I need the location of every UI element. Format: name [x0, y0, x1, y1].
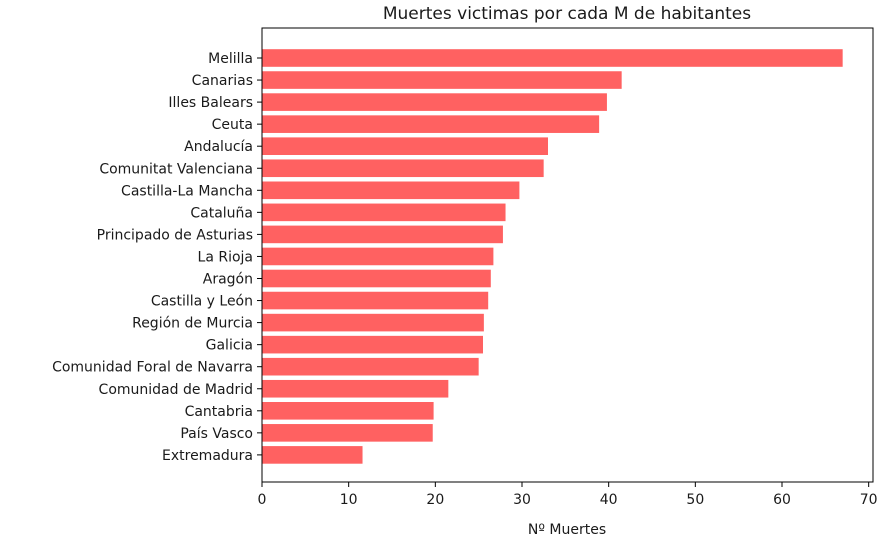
bar	[262, 247, 494, 266]
x-axis-ticks: 0 10 20 30 40 50 60 70	[258, 482, 878, 508]
bar	[262, 49, 843, 67]
category-label: Cantabria	[185, 404, 253, 420]
category-label: Extremadura	[162, 448, 253, 464]
x-tick-label: 70	[860, 492, 878, 508]
bar	[262, 424, 433, 442]
category-label: Castilla y León	[151, 294, 253, 310]
category-label: Castilla-La Mancha	[121, 183, 253, 199]
x-axis-label: Nº Muertes	[528, 522, 606, 536]
bar	[262, 313, 484, 332]
bar	[262, 115, 600, 133]
bar	[262, 159, 544, 178]
bar	[262, 203, 506, 222]
category-label: Aragón	[203, 272, 253, 288]
category-label: País Vasco	[180, 426, 253, 442]
bars-group	[262, 49, 843, 464]
category-labels: Melilla Canarias Illes Balears Ceuta Andaluc…	[52, 51, 262, 464]
plot-frame	[261, 27, 874, 483]
bar	[262, 93, 607, 111]
bar	[262, 379, 449, 398]
x-tick-label: 30	[513, 492, 531, 508]
bar	[262, 71, 622, 89]
x-tick-label: 40	[600, 492, 618, 508]
category-label: Melilla	[208, 51, 253, 67]
bar	[262, 335, 483, 354]
category-label: Andalucía	[184, 139, 253, 155]
category-label: La Rioja	[198, 249, 253, 265]
category-label: Illes Balears	[168, 95, 253, 111]
x-tick-label: 10	[340, 492, 358, 508]
category-label: Comunidad de Madrid	[99, 382, 253, 398]
bar	[262, 402, 434, 420]
category-label: Ceuta	[212, 117, 253, 133]
bar	[262, 181, 520, 200]
category-label: Cataluña	[190, 205, 253, 221]
category-label: Comunidad Foral de Navarra	[52, 360, 253, 376]
x-tick-label: 60	[773, 492, 791, 508]
bar	[262, 137, 548, 155]
x-tick-label: 0	[258, 492, 267, 508]
bar	[262, 225, 503, 244]
category-label: Canarias	[192, 73, 253, 89]
x-tick-label: 50	[686, 492, 704, 508]
bar	[262, 446, 363, 464]
bar	[262, 357, 479, 376]
bar	[262, 269, 491, 288]
chart-title: Muertes victimas por cada M de habitante…	[383, 4, 751, 24]
x-tick-label: 20	[426, 492, 444, 508]
category-label: Principado de Asturias	[97, 227, 253, 243]
category-label: Comunitat Valenciana	[99, 161, 253, 177]
bar	[262, 291, 489, 310]
category-label: Galicia	[206, 338, 253, 354]
category-label: Región de Murcia	[132, 316, 253, 332]
